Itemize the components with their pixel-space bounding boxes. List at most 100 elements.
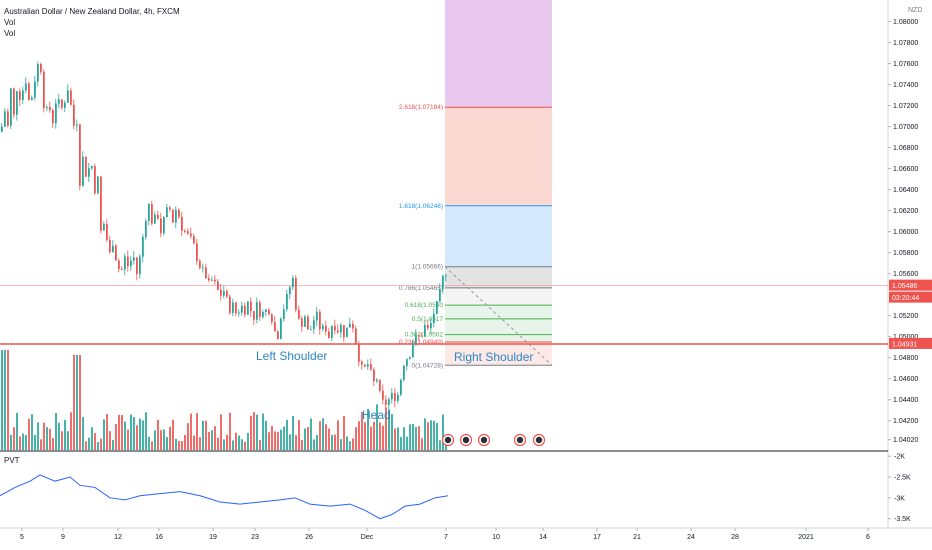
volume-bar	[259, 440, 261, 450]
candle-body	[232, 302, 234, 313]
pvt-label: PVT	[4, 456, 20, 465]
volume-bar	[139, 418, 141, 450]
time-tick-label: 17	[593, 534, 601, 541]
candle-body	[241, 305, 243, 313]
candle-body	[322, 325, 324, 330]
candle-body	[85, 156, 87, 177]
candle-body	[229, 296, 231, 313]
volume-bar	[148, 436, 150, 450]
volume-bar	[394, 428, 396, 450]
candle-body	[394, 392, 396, 401]
volume-bar	[64, 419, 66, 450]
volume-bar	[370, 426, 372, 450]
volume-bar	[85, 441, 87, 450]
currency-label: NZD	[908, 7, 922, 14]
candle-body	[400, 379, 402, 395]
volume-bar	[76, 355, 78, 450]
candle-body	[169, 207, 171, 210]
volume-bar	[307, 427, 309, 450]
candle-body	[199, 260, 201, 268]
candle-body	[214, 279, 216, 282]
volume-bar	[328, 428, 330, 450]
candle-body	[196, 243, 198, 261]
candle-body	[268, 309, 270, 315]
volume-bar	[217, 437, 219, 450]
volume-bar	[49, 428, 51, 450]
candle-body	[61, 99, 63, 108]
candle-body	[37, 63, 39, 82]
candle-body	[421, 335, 423, 337]
candle-body	[265, 309, 267, 312]
volume-bar	[403, 427, 405, 450]
volume-bar	[214, 426, 216, 450]
volume-bar	[94, 433, 96, 450]
candle-body	[70, 90, 72, 105]
volume-bar	[46, 427, 48, 450]
fib-trend-line	[444, 266, 553, 366]
candle-body	[157, 214, 159, 219]
volume-bar	[115, 423, 117, 450]
volume-bar	[244, 441, 246, 450]
price-tick-label: 1.06200	[893, 208, 918, 215]
price-tick-label: 1.07200	[893, 103, 918, 110]
volume-bar	[421, 438, 423, 450]
candle-body	[103, 223, 105, 231]
volume-bar	[22, 433, 24, 450]
candle-body	[379, 379, 381, 391]
current-price-badge: 1.05486	[892, 283, 917, 290]
volume-bar	[208, 431, 210, 450]
candle-body	[67, 90, 69, 103]
fib-level-label: 1(1.05666)	[412, 264, 443, 271]
candle-body	[16, 91, 18, 115]
price-tick-label: 1.06400	[893, 187, 918, 194]
candle-body	[406, 359, 408, 366]
volume-bar	[337, 420, 339, 450]
volume-bar	[376, 404, 378, 450]
volume-bar	[55, 412, 57, 450]
volume-bar	[373, 421, 375, 450]
fib-zone	[445, 342, 552, 366]
volume-bar	[262, 413, 264, 450]
volume-bar	[418, 426, 420, 450]
symbol-title: Australian Dollar / New Zealand Dollar, …	[4, 7, 180, 16]
annotation-right-shoulder: Right Shoulder	[454, 350, 533, 364]
candle-body	[10, 88, 12, 126]
vol-label-1: Vol	[4, 18, 16, 27]
candle-body	[391, 392, 393, 400]
fib-level-label: 0(1.04728)	[412, 362, 443, 369]
volume-bar	[52, 438, 54, 450]
volume-bar	[178, 441, 180, 450]
price-tick-label: 1.05000	[893, 334, 918, 341]
candle-body	[283, 309, 285, 319]
candles	[1, 61, 447, 411]
candle-body	[286, 294, 288, 310]
candle-body	[436, 301, 438, 314]
volume-bar	[277, 432, 279, 450]
candle-body	[208, 278, 210, 281]
volume-bar	[121, 415, 123, 450]
volume-bar	[79, 355, 81, 450]
price-tick-label: 1.07800	[893, 40, 918, 47]
candle-body	[64, 102, 66, 108]
event-flag-icon-core	[462, 436, 470, 444]
volume-bar	[355, 427, 357, 450]
candle-body	[181, 216, 183, 231]
volume-bar	[439, 440, 441, 450]
fib-level-label: 1.618(1.06246)	[399, 203, 443, 210]
time-tick-label: 14	[539, 534, 547, 541]
fib-zone	[445, 205, 552, 267]
time-tick-label: 9	[61, 534, 65, 541]
candle-body	[418, 335, 420, 337]
volume-bar	[184, 435, 186, 450]
volume-bar	[40, 439, 42, 450]
candle-body	[364, 364, 366, 367]
candle-body	[223, 291, 225, 296]
candle-body	[136, 257, 138, 275]
volume-bar	[232, 440, 234, 450]
volume-bar	[247, 432, 249, 450]
candle-body	[319, 311, 321, 330]
volume-bar	[379, 422, 381, 450]
event-flag-icon-core	[444, 436, 452, 444]
candle-body	[151, 204, 153, 224]
